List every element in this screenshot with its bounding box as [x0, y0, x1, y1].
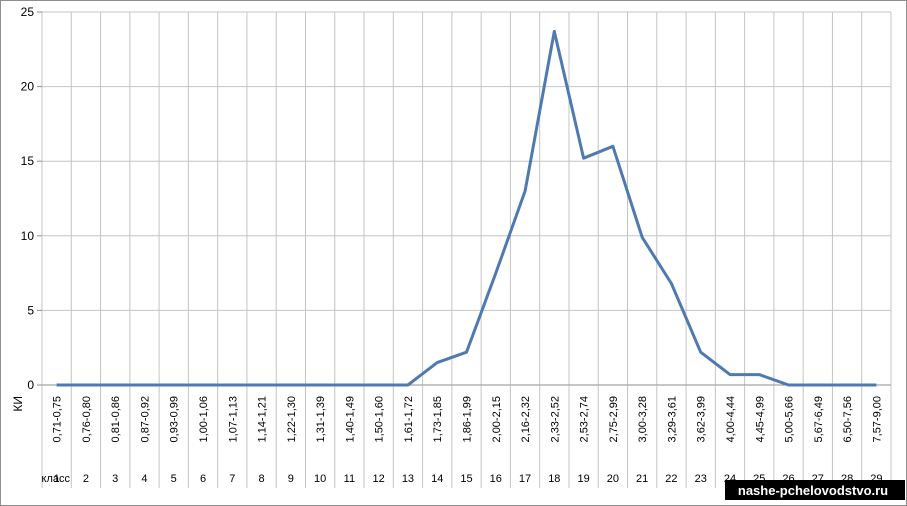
series-line	[56, 29, 877, 387]
interval-label: 5,67-6,49	[813, 396, 825, 442]
class-label: 19	[577, 473, 589, 485]
interval-row-label: КИ	[11, 396, 25, 412]
class-label: 9	[288, 473, 294, 485]
class-label: 18	[548, 473, 560, 485]
interval-label: 2,00-2,15	[491, 396, 503, 442]
class-label: 3	[112, 473, 118, 485]
interval-label: 2,53-2,74	[579, 396, 591, 442]
watermark-background	[725, 480, 905, 500]
class-label: 5	[171, 473, 177, 485]
interval-label: 2,75-2,99	[608, 396, 620, 442]
interval-label: 3,62-3,99	[696, 396, 708, 442]
class-label: 2	[83, 473, 89, 485]
interval-label: 1,73-1,85	[432, 396, 444, 442]
class-label: 22	[665, 473, 677, 485]
interval-label: 1,31-1,39	[315, 396, 327, 442]
interval-label: 0,71-0,75	[52, 396, 64, 442]
class-label: 20	[607, 473, 619, 485]
interval-label: 0,81-0,86	[110, 396, 122, 442]
y-tick-label: 20	[21, 80, 35, 94]
interval-label: 1,40-1,49	[344, 396, 356, 442]
interval-label: 5,00-5,66	[784, 396, 796, 442]
class-label: 12	[373, 473, 385, 485]
class-label: 14	[431, 473, 443, 485]
class-label: 13	[402, 473, 414, 485]
interval-label: 1,00-1,06	[198, 396, 210, 442]
y-tick-label: 25	[21, 5, 35, 19]
class-label: 7	[229, 473, 235, 485]
y-tick-label: 10	[21, 229, 35, 243]
y-axis-tick-labels: 0 5 10 15 20 25	[21, 5, 35, 392]
class-label: 11	[344, 473, 355, 485]
interval-label: 1,22-1,30	[286, 396, 298, 442]
interval-label: 1,50-1,60	[374, 396, 386, 442]
interval-tick-labels: 0,71-0,75 0,76-0,80 0,81-0,86 0,87-0,92 0,93…	[52, 396, 884, 442]
y-tick-label: 15	[21, 154, 35, 168]
class-row-label: класс	[42, 473, 71, 485]
interval-label: 2,16-2,32	[520, 396, 532, 442]
interval-label: 0,93-0,99	[169, 396, 181, 442]
interval-label: 1,86-1,99	[462, 396, 474, 442]
class-label: 16	[490, 473, 502, 485]
interval-label: 7,57-9,00	[871, 396, 883, 442]
interval-label: 6,50-7,56	[842, 396, 854, 442]
interval-label: 2,33-2,52	[549, 396, 561, 442]
class-label: 4	[141, 473, 147, 485]
interval-label: 1,61-1,72	[403, 396, 415, 442]
interval-label: 4,00-4,44	[725, 396, 737, 442]
class-label: 1	[54, 473, 60, 485]
interval-label: 4,45-4,99	[754, 396, 766, 442]
category-separators	[41, 385, 892, 488]
interval-label: 0,87-0,92	[139, 396, 151, 442]
interval-label: 1,07-1,13	[227, 396, 239, 442]
class-label: 23	[695, 473, 707, 485]
class-tick-labels: 1 2 3 4 5 6 7 8 9 10 11 12 13 14 15 16 17 18 19 20 21 22 23 24 2…	[54, 473, 883, 485]
class-label: 8	[259, 473, 265, 485]
class-label: 17	[519, 473, 531, 485]
class-label: 10	[314, 473, 326, 485]
class-label: 6	[200, 473, 206, 485]
interval-label: 3,00-3,28	[637, 396, 649, 442]
vertical-gridlines	[41, 12, 892, 385]
y-tick-label: 0	[27, 378, 34, 392]
interval-label: 1,14-1,21	[257, 396, 269, 442]
y-tick-label: 5	[27, 303, 34, 317]
watermark-text: nashe-pchelovodstvo.ru	[738, 483, 888, 498]
interval-label: 3,29-3,61	[666, 396, 678, 442]
class-label: 15	[460, 473, 472, 485]
interval-label: 0,76-0,80	[81, 396, 93, 442]
class-label: 21	[636, 473, 648, 485]
